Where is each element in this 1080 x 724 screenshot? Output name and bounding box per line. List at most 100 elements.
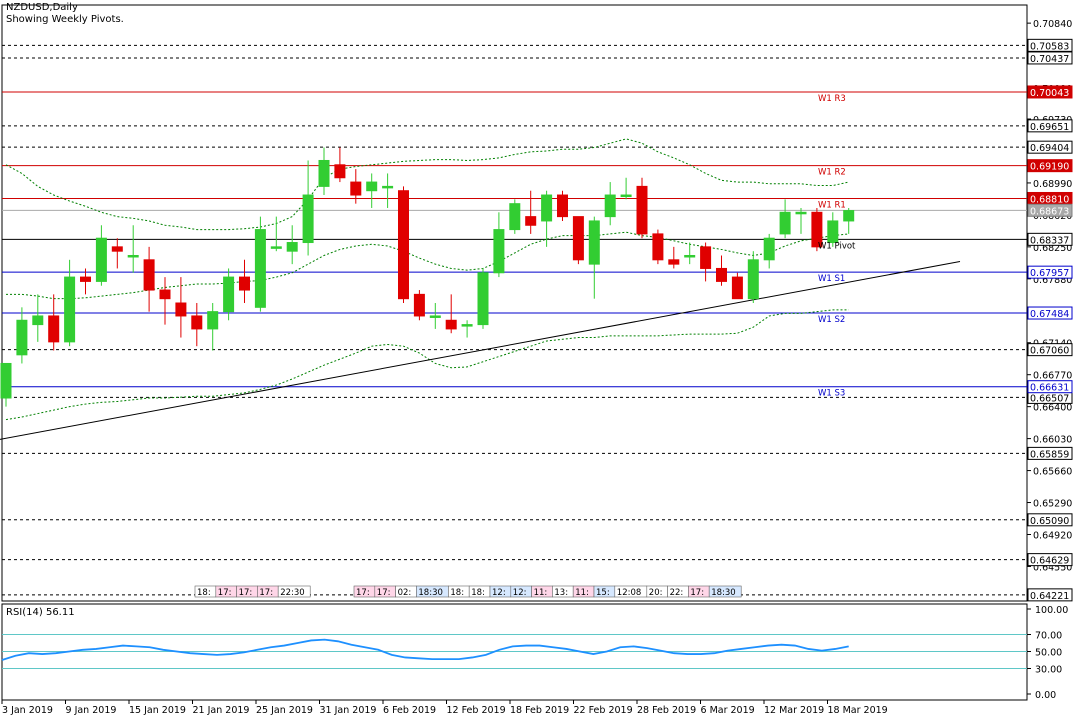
price-tick-label: 0.67880: [1033, 275, 1072, 286]
candle: [175, 277, 187, 338]
candle: [779, 199, 791, 239]
time-marker-label: 17:: [239, 588, 253, 598]
rsi-tick-label: 100.00: [1035, 605, 1068, 616]
candle: [429, 303, 441, 329]
candle-body: [541, 194, 553, 222]
pivot-price-box: [1027, 265, 1073, 279]
candle: [541, 190, 553, 247]
time-marker-label: 12:: [513, 588, 527, 598]
candle-body: [398, 190, 409, 300]
candle-body: [207, 311, 219, 330]
candle-body: [159, 289, 171, 300]
candle-body: [143, 259, 155, 291]
candle: [652, 229, 664, 265]
candle: [572, 216, 584, 265]
pivot-name-label: W1 R3: [818, 94, 846, 104]
candle: [843, 207, 855, 234]
pivot-name-label: W1 S3: [818, 389, 845, 399]
candle-body: [572, 216, 584, 261]
candle: [445, 294, 457, 334]
pivot-price-label: 0.68810: [1030, 194, 1069, 205]
symbol-label: NZDUSD,Daily: [6, 2, 78, 13]
price-tick-label: 0.68990: [1033, 179, 1072, 190]
candle-body: [716, 267, 727, 282]
candle: [525, 190, 537, 234]
price-tick-label: 0.65290: [1033, 499, 1072, 510]
rsi-tick-label: 0.00: [1035, 690, 1056, 701]
price-tick-label: 0.70840: [1033, 19, 1072, 30]
dashed-level-box: [1027, 343, 1073, 357]
candle-body: [270, 246, 282, 249]
candle: [254, 216, 266, 312]
candle-body: [239, 276, 250, 291]
price-tick-label: 0.64550: [1033, 562, 1072, 573]
main-pane-frame: [1, 4, 1028, 602]
candle-body: [318, 159, 330, 187]
candle: [207, 303, 219, 351]
dashed-level-box: [1027, 553, 1073, 567]
candle: [111, 238, 123, 269]
rsi-tick-label: 50.00: [1035, 648, 1062, 659]
time-marker-label: 18:30: [418, 588, 443, 598]
time-marker-label: 18:: [197, 588, 211, 598]
x-tick-label: 22 Feb 2019: [574, 705, 633, 716]
dashed-level-label: 0.69651: [1030, 122, 1069, 133]
candle: [413, 290, 425, 321]
candle-body: [32, 315, 44, 326]
pivot-price-label: 0.66631: [1030, 383, 1069, 394]
time-marker-label: 22:: [670, 588, 684, 598]
candle: [366, 173, 378, 208]
price-tick-label: 0.66770: [1033, 371, 1072, 382]
candle: [731, 272, 743, 300]
time-marker-label: 17:: [690, 588, 704, 598]
price-tick-label: 0.65660: [1033, 467, 1072, 478]
current-price-box: [1027, 203, 1073, 217]
candle-body: [445, 319, 457, 330]
dashed-level-label: 0.64629: [1030, 556, 1069, 567]
time-marker-label: 13:: [554, 588, 568, 598]
time-marker-label: 12:08: [617, 588, 642, 598]
candle-body: [652, 233, 664, 261]
candle: [668, 246, 680, 269]
pivot-price-label: 0.70043: [1030, 88, 1069, 99]
pivot-name-label: W1 S2: [818, 315, 845, 325]
candle: [32, 294, 44, 342]
dashed-level-box: [1027, 588, 1073, 602]
candle-body: [366, 181, 378, 192]
dashed-level-box: [1027, 38, 1073, 52]
pivot-price-label: 0.67957: [1030, 268, 1069, 279]
x-tick-label: 12 Mar 2019: [764, 705, 824, 716]
pivot-name-label: W1 Pivot: [818, 241, 856, 251]
dashed-level-label: 0.69404: [1030, 143, 1069, 154]
pivot-price-label: 0.68337: [1030, 235, 1069, 246]
candle-body: [16, 319, 28, 356]
x-tick-label: 21 Jan 2019: [193, 705, 250, 716]
candle: [0, 362, 12, 407]
candle: [302, 160, 314, 256]
candle: [80, 268, 91, 295]
candle-body: [795, 211, 807, 215]
time-marker-box: [708, 585, 742, 598]
time-marker-label: 17:: [356, 588, 370, 598]
x-tick-label: 25 Jan 2019: [256, 705, 313, 716]
candle-body: [350, 181, 362, 196]
x-tick-label: 6 Feb 2019: [383, 705, 436, 716]
time-marker-label: 15:: [596, 588, 610, 598]
candle-body: [509, 203, 521, 231]
x-tick-label: 28 Feb 2019: [637, 705, 696, 716]
candle: [143, 246, 155, 312]
time-marker-label: 02:: [398, 588, 412, 598]
candle-body: [747, 259, 759, 300]
x-tick-label: 12 Feb 2019: [447, 705, 506, 716]
candle: [350, 169, 362, 204]
candle-body: [429, 315, 441, 318]
candle-body: [668, 259, 680, 265]
dashed-level-box: [1027, 119, 1073, 133]
price-tick-label: 0.66400: [1033, 403, 1072, 414]
time-marker-label: 20:: [649, 588, 663, 598]
rsi-tick-label: 70.00: [1035, 631, 1062, 642]
candle: [747, 251, 759, 303]
candle-body: [382, 185, 394, 189]
candle: [286, 225, 298, 265]
